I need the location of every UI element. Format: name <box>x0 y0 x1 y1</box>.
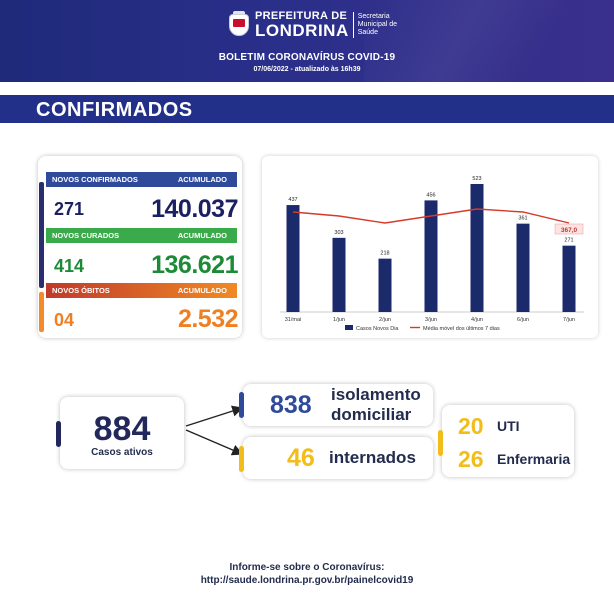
internados-label: internados <box>329 448 416 467</box>
isolamento-value: 838 <box>270 391 312 419</box>
bar-4/jun <box>470 184 484 312</box>
isolamento-box <box>243 384 433 426</box>
connector-arrows <box>185 405 244 456</box>
bar-label-6/jun: 361 <box>518 216 527 222</box>
avg-label: 367,0 <box>561 227 578 234</box>
bar-label-3/jun: 456 <box>426 192 435 198</box>
legend-line-label: Média móvel dos últimos 7 dias <box>423 326 500 332</box>
x-tick-1/jun: 1/jun <box>333 317 345 323</box>
curados-label: NOVOS CURADOS <box>52 231 120 240</box>
bar-1/jun <box>332 237 346 312</box>
section-title: CONFIRMADOS <box>36 99 193 121</box>
leitos-pill <box>438 430 443 456</box>
curados-label-bar: NOVOS CURADOS ACUMULADO <box>46 228 237 243</box>
curados-total: 136.621 <box>151 251 238 279</box>
moving-average-line <box>292 208 570 224</box>
obitos-total: 2.532 <box>177 305 239 333</box>
prefeitura-logo: PREFEITURA DE LONDRINA Secretaria Munici… <box>227 10 397 40</box>
x-tick-3/jun: 3/jun <box>425 317 437 323</box>
arrow-to-isolamento <box>185 405 244 427</box>
secretaria-text: Secretaria Municipal de Saúde <box>357 13 398 36</box>
footer-link[interactable]: http://saude.londrina.pr.gov.br/painelco… <box>200 575 414 586</box>
x-tick-31/mai: 31/mai <box>285 317 302 323</box>
bar-3/jun <box>424 200 438 312</box>
org-top: PREFEITURA DE <box>255 10 348 22</box>
confirmados-acc-label: ACUMULADO <box>177 175 227 184</box>
confirmados-total: 140.037 <box>151 195 238 223</box>
enfermaria-value: 26 <box>458 446 484 472</box>
footer-info: Informe-se sobre o Coronavírus: <box>229 562 385 573</box>
bar-31/mai <box>286 205 300 312</box>
ativos-value: 884 <box>93 410 151 448</box>
internados-value: 46 <box>287 444 315 472</box>
x-tick-6/jun: 6/jun <box>517 317 529 323</box>
obitos-new: 04 <box>54 310 75 330</box>
internados-pill <box>239 446 244 472</box>
ativos-box <box>60 397 184 469</box>
obitos-acc-label: ACUMULADO <box>177 286 227 295</box>
arrow-to-internados <box>185 429 244 456</box>
bar-6/jun <box>516 223 530 312</box>
ativos-pill <box>56 421 61 447</box>
city-crest-icon <box>227 11 251 39</box>
logo-divider <box>352 12 354 38</box>
uti-value: 20 <box>458 413 484 439</box>
obitos-label: NOVOS ÓBITOS <box>52 286 110 295</box>
isolamento-label-1: isolamento <box>331 385 421 404</box>
confirmados-label-bar: NOVOS CONFIRMADOS ACUMULADO <box>46 172 237 187</box>
org-city: LONDRINA <box>255 21 349 40</box>
x-tick-4/jun: 4/jun <box>471 317 483 323</box>
bar-label-2/jun: 218 <box>380 251 389 257</box>
internados-box <box>243 437 433 479</box>
isolamento-pill <box>239 392 244 418</box>
legend-bar-swatch <box>345 325 353 330</box>
leitos-box <box>442 405 574 477</box>
header-banner <box>0 0 614 82</box>
x-tick-7/jun: 7/jun <box>563 317 575 323</box>
avg-label-bg <box>554 223 584 235</box>
x-tick-2/jun: 2/jun <box>379 317 391 323</box>
obitos-accent-bar <box>39 292 44 332</box>
header-shine <box>364 0 614 82</box>
bar-label-4/jun: 523 <box>472 176 481 182</box>
enfermaria-label: Enfermaria <box>497 451 571 467</box>
legend-bar-label: Casos Novos Dia <box>356 326 399 332</box>
confirmados-new: 271 <box>54 199 85 219</box>
confirmados-accent-bar <box>39 182 44 288</box>
bulletin-title: BOLETIM CORONAVÍRUS COVID-19 <box>218 52 396 63</box>
bar-2/jun <box>378 258 392 312</box>
curados-acc-label: ACUMULADO <box>177 231 227 240</box>
uti-label: UTI <box>497 418 520 434</box>
confirmados-label: NOVOS CONFIRMADOS <box>52 175 138 184</box>
bulletin-date: 07/06/2022 - atualizado às 16h39 <box>253 66 361 73</box>
section-band <box>0 95 614 123</box>
daily-cases-chart: 437 31/mai 303 1/jun 218 2/jun 456 3/jun 523 4/ju… <box>280 176 584 332</box>
bar-label-1/jun: 303 <box>334 230 343 236</box>
ativos-label: Casos ativos <box>91 447 153 458</box>
isolamento-label-2: domiciliar <box>331 405 412 424</box>
bar-7/jun <box>562 245 576 312</box>
bar-label-31/mai: 437 <box>288 197 297 203</box>
obitos-label-bar: NOVOS ÓBITOS ACUMULADO <box>46 283 237 298</box>
curados-new: 414 <box>54 256 85 276</box>
bar-label-7/jun: 271 <box>564 238 573 244</box>
